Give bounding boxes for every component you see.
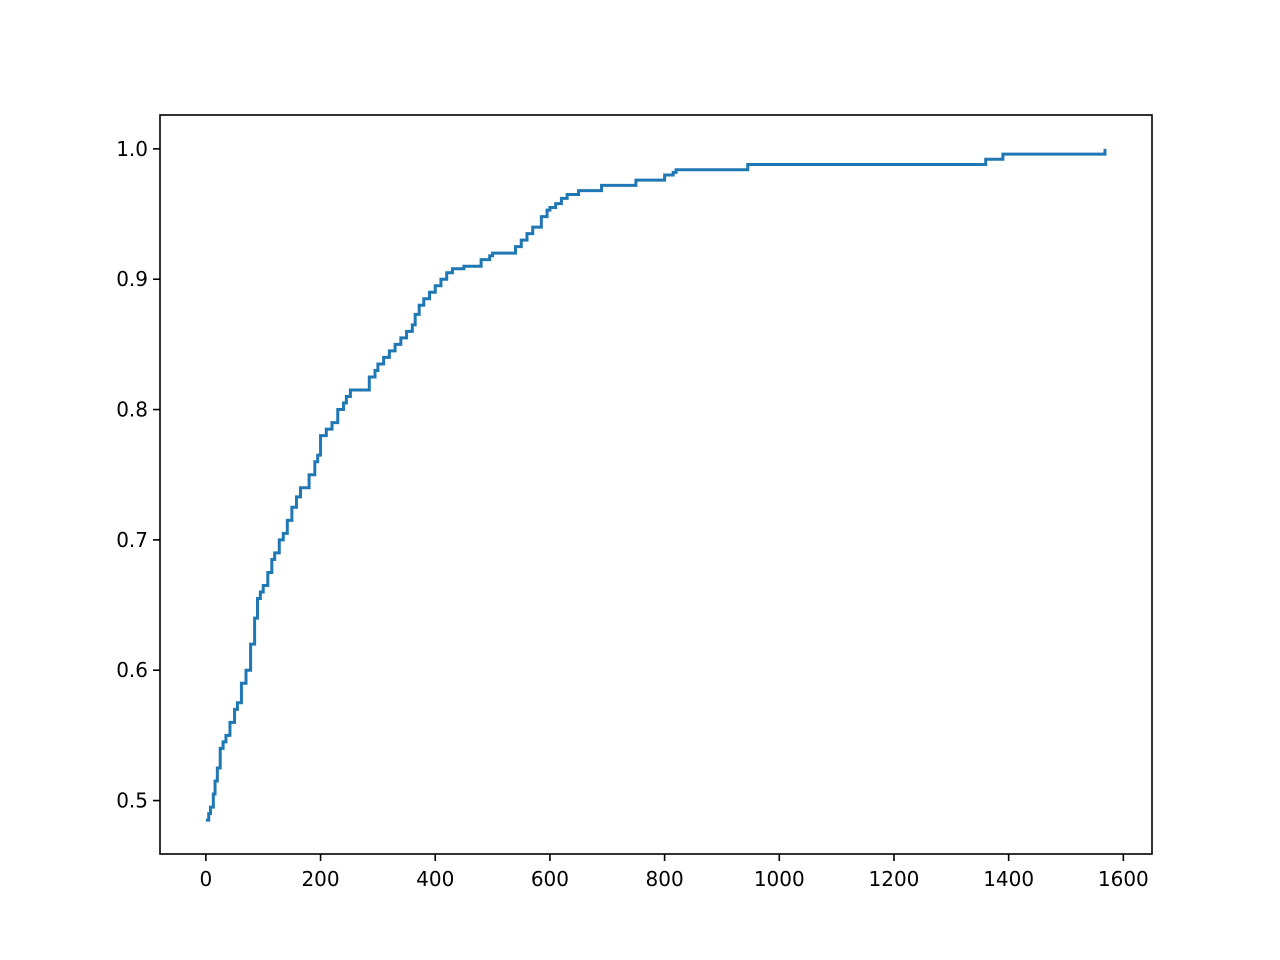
axes-frame xyxy=(159,114,1153,855)
x-tick-label: 1000 xyxy=(754,867,805,891)
x-tick-label: 200 xyxy=(301,867,339,891)
plot-area xyxy=(160,115,1152,854)
x-tick-label: 1600 xyxy=(1098,867,1149,891)
y-axis: 0.5 0.6 0.7 0.8 0.9 1.0 xyxy=(116,137,160,813)
series-layer xyxy=(205,148,1107,822)
x-tick-label: 400 xyxy=(416,867,454,891)
y-tick-label: 0.6 xyxy=(116,658,148,682)
y-tick-label: 1.0 xyxy=(116,137,148,161)
y-tick-label: 0.8 xyxy=(116,398,148,422)
series-line-0 xyxy=(205,148,1107,822)
x-tick-label: 1400 xyxy=(983,867,1034,891)
x-tick-label: 0 xyxy=(200,867,213,891)
y-tick-label: 0.9 xyxy=(116,267,148,291)
x-tick-label: 800 xyxy=(646,867,684,891)
y-tick-label: 0.7 xyxy=(116,528,148,552)
x-tick-label: 1200 xyxy=(869,867,920,891)
x-axis: 0 200 400 600 800 1000 1200 1400 1600 xyxy=(200,854,1149,891)
y-tick-label: 0.5 xyxy=(116,789,148,813)
x-tick-label: 600 xyxy=(531,867,569,891)
